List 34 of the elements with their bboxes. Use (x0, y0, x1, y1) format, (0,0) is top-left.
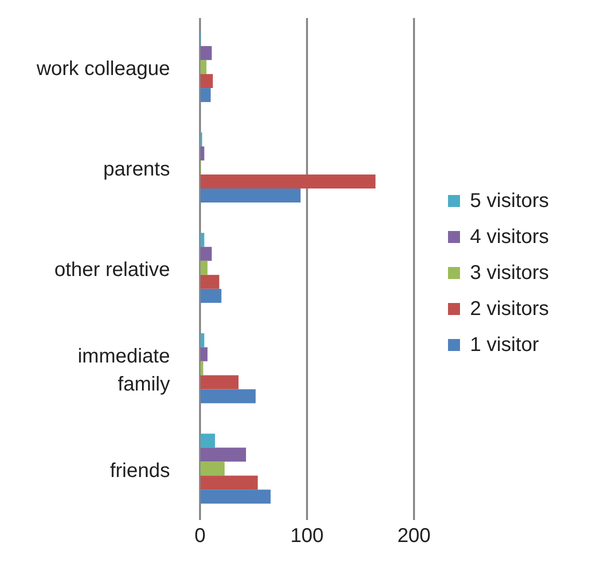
bar (200, 333, 204, 348)
y-tick-label: other relative (54, 259, 170, 281)
y-tick-label: parents (103, 158, 170, 181)
y-tick-label: friends (110, 460, 170, 482)
bar (200, 246, 212, 261)
bar (200, 74, 213, 88)
bar (200, 288, 222, 303)
bar (200, 490, 271, 504)
bar (200, 188, 301, 202)
legend-label: 5 visitors (470, 190, 549, 212)
bar (200, 462, 225, 476)
legend-label: 4 visitors (470, 226, 549, 248)
legend-label: 3 visitors (470, 262, 549, 284)
bar (200, 146, 204, 160)
bar (200, 434, 215, 448)
y-tick-label: work colleague (36, 58, 170, 80)
bar (200, 389, 256, 404)
bar (200, 347, 208, 362)
bar (200, 46, 212, 60)
bar (200, 448, 246, 462)
bar (200, 476, 258, 490)
legend-label: 1 visitor (470, 334, 539, 356)
bar (200, 375, 239, 390)
y-tick-label: immediate family (78, 345, 170, 396)
bar (200, 60, 206, 74)
x-tick-label: 0 (194, 525, 206, 548)
bar (200, 274, 220, 289)
bar (200, 174, 376, 188)
bar (200, 232, 204, 247)
bar (200, 260, 208, 275)
x-tick-label: 100 (290, 525, 324, 548)
x-tick-label: 200 (397, 525, 431, 548)
bar (200, 88, 211, 102)
legend-label: 2 visitors (470, 298, 549, 320)
